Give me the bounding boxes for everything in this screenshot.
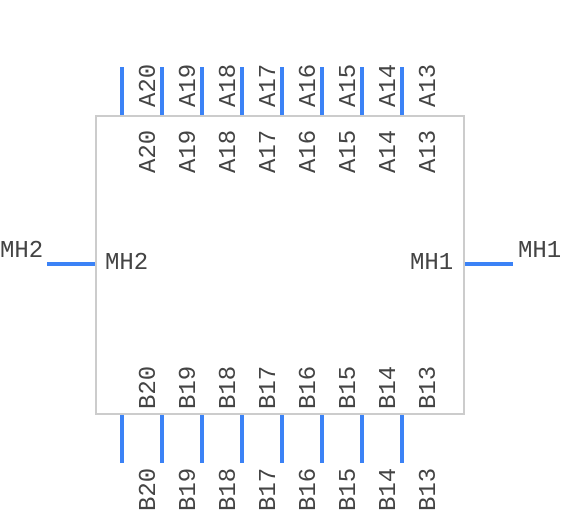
pin-line-top-A19 — [160, 67, 164, 115]
pin-inner-top-A17: A17 — [258, 130, 282, 173]
pin-outer-bottom-B14: B14 — [378, 468, 402, 511]
pin-outer-bottom-B15: B15 — [338, 468, 362, 511]
pin-outer-bottom-B13: B13 — [418, 468, 442, 511]
pin-outer-top-A18: A18 — [218, 64, 242, 107]
pin-outer-left-MH2: MH2 — [0, 240, 43, 264]
pin-line-bottom-B20 — [120, 415, 124, 463]
pin-line-top-A15 — [320, 67, 324, 115]
pin-outer-bottom-B18: B18 — [218, 468, 242, 511]
pin-inner-bottom-B20: B20 — [138, 366, 162, 409]
pin-outer-top-A17: A17 — [258, 64, 282, 107]
pin-outer-top-A20: A20 — [138, 64, 162, 107]
pin-inner-left-MH2: MH2 — [105, 252, 148, 276]
pin-inner-bottom-B18: B18 — [218, 366, 242, 409]
pin-line-top-A13 — [400, 67, 404, 115]
pin-outer-top-A19: A19 — [178, 64, 202, 107]
pin-outer-top-A14: A14 — [378, 64, 402, 107]
pin-outer-top-A15: A15 — [338, 64, 362, 107]
pin-line-bottom-B13 — [400, 415, 404, 463]
pin-line-bottom-B18 — [200, 415, 204, 463]
pin-inner-bottom-B17: B17 — [258, 366, 282, 409]
pin-outer-bottom-B20: B20 — [138, 468, 162, 511]
pin-outer-bottom-B16: B16 — [298, 468, 322, 511]
pin-inner-bottom-B19: B19 — [178, 366, 202, 409]
pin-line-bottom-B14 — [360, 415, 364, 463]
pin-line-top-A14 — [360, 67, 364, 115]
pinout-diagram: A20 A20 A19 A19 A18 A18 A17 A17 A16 A16 A15 A15 A14 A… — [0, 0, 564, 524]
pin-inner-top-A13: A13 — [418, 130, 442, 173]
pin-line-left-MH2 — [47, 262, 95, 266]
pin-line-top-A20 — [120, 67, 124, 115]
pin-inner-top-A14: A14 — [378, 130, 402, 173]
pin-inner-bottom-B15: B15 — [338, 366, 362, 409]
pin-outer-top-A13: A13 — [418, 64, 442, 107]
pin-line-top-A17 — [240, 67, 244, 115]
pin-inner-top-A16: A16 — [298, 130, 322, 173]
pin-outer-right-MH1: MH1 — [518, 240, 561, 264]
pin-outer-bottom-B17: B17 — [258, 468, 282, 511]
pin-inner-top-A20: A20 — [138, 130, 162, 173]
pin-inner-top-A15: A15 — [338, 130, 362, 173]
pin-line-bottom-B19 — [160, 415, 164, 463]
pin-line-top-A16 — [280, 67, 284, 115]
pin-inner-bottom-B16: B16 — [298, 366, 322, 409]
pin-line-bottom-B16 — [280, 415, 284, 463]
pin-inner-bottom-B13: B13 — [418, 366, 442, 409]
pin-line-bottom-B15 — [320, 415, 324, 463]
pin-inner-bottom-B14: B14 — [378, 366, 402, 409]
pin-line-top-A18 — [200, 67, 204, 115]
pin-line-right-MH1 — [465, 262, 513, 266]
pin-inner-top-A19: A19 — [178, 130, 202, 173]
pin-inner-right-MH1: MH1 — [410, 252, 453, 276]
pin-outer-top-A16: A16 — [298, 64, 322, 107]
pin-outer-bottom-B19: B19 — [178, 468, 202, 511]
pin-inner-top-A18: A18 — [218, 130, 242, 173]
pin-line-bottom-B17 — [240, 415, 244, 463]
